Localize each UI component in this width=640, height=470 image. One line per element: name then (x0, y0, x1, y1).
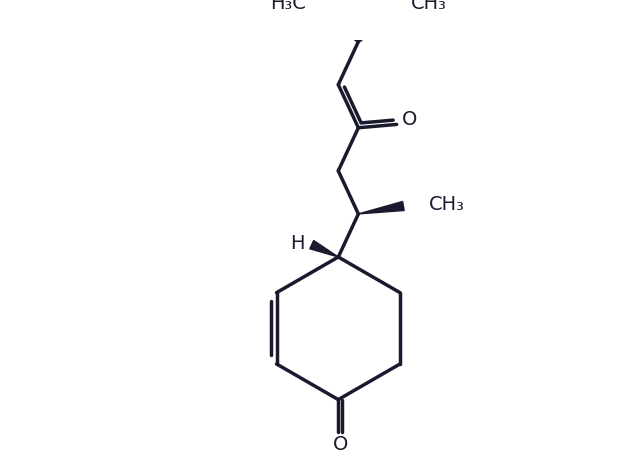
Polygon shape (310, 241, 339, 257)
Text: O: O (333, 435, 349, 454)
Text: H₃C: H₃C (269, 0, 305, 13)
Text: H: H (290, 234, 305, 253)
Text: CH₃: CH₃ (429, 195, 465, 214)
Text: O: O (402, 110, 417, 129)
Polygon shape (358, 202, 404, 214)
Text: CH₃: CH₃ (412, 0, 447, 13)
